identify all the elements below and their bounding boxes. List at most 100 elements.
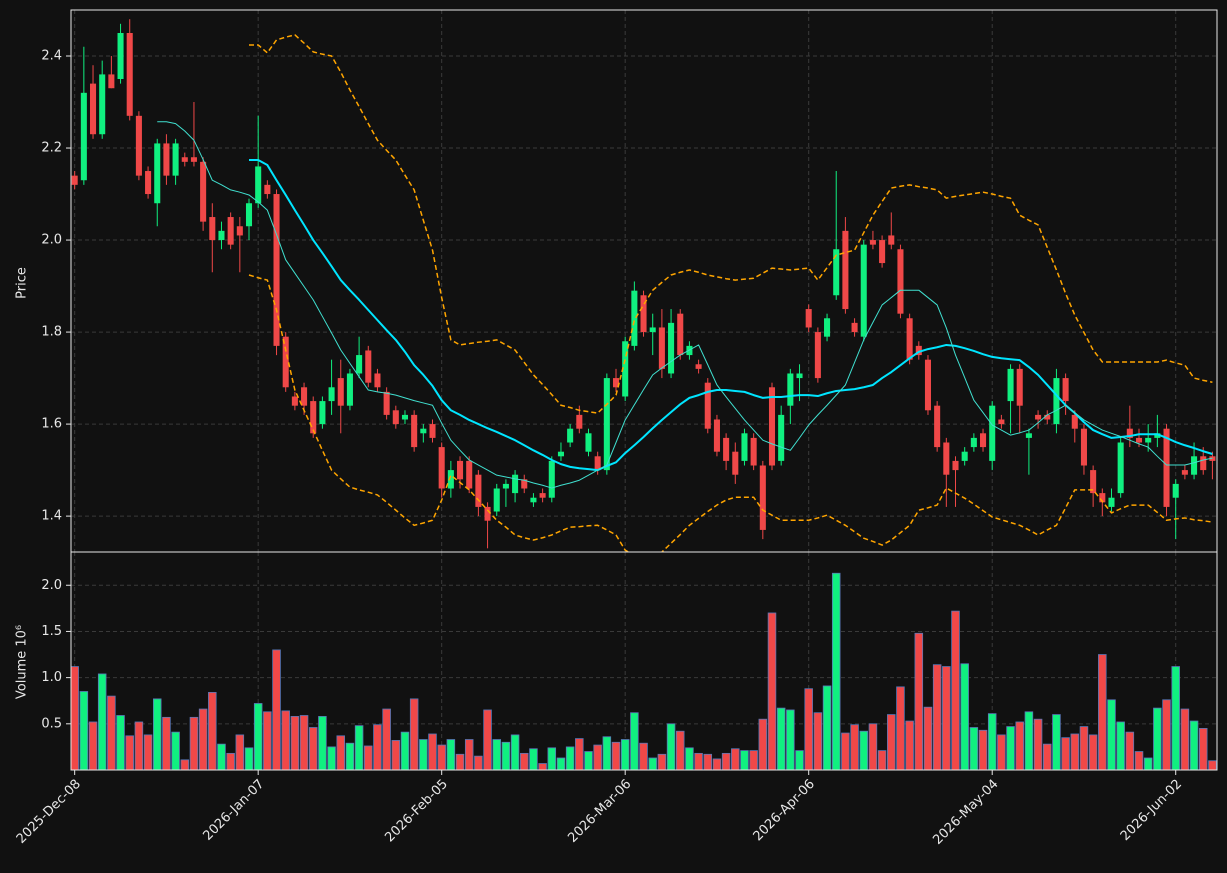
volume-bar [850, 724, 859, 770]
volume-bar [813, 712, 823, 770]
volume-bar [272, 649, 281, 770]
candle-body [401, 414, 409, 420]
candle-body [750, 437, 757, 466]
candle-body [778, 414, 785, 461]
candle-body [658, 327, 665, 369]
candle-body [1099, 493, 1106, 503]
volume-frame [70, 551, 1218, 771]
candle-body [273, 194, 280, 346]
volume-bar [510, 734, 520, 770]
volume-bar [464, 739, 474, 770]
candle-body [502, 483, 509, 489]
volume-bar [354, 725, 364, 770]
candle-body [429, 424, 436, 438]
volume-bar [1134, 751, 1144, 770]
candle-body [447, 470, 454, 489]
volume-bar [868, 723, 878, 770]
volume-bar [1052, 714, 1061, 770]
candle-body [521, 479, 528, 489]
y-tick-label: 1.4 [41, 509, 62, 524]
volume-bar [364, 745, 373, 770]
candle-body [548, 460, 555, 498]
volume-bar [630, 712, 639, 770]
volume-bar [620, 739, 630, 770]
volume-bar [253, 703, 263, 770]
volume-bar [235, 734, 245, 770]
candle-body [1163, 428, 1170, 507]
volume-bar [675, 730, 685, 770]
volume-bar [905, 720, 914, 770]
candle-body [209, 217, 216, 241]
volume-bar [419, 739, 428, 770]
volume-bar [1125, 731, 1135, 770]
volume-bar [841, 732, 850, 770]
volume-bar [71, 666, 79, 770]
volume-bar [978, 729, 988, 770]
candle-body [649, 327, 656, 333]
candle-body [631, 290, 638, 346]
volume-bar [584, 751, 593, 770]
candle-body [255, 166, 262, 204]
volume-bar [180, 759, 190, 770]
candle-body [420, 428, 427, 434]
volume-bar [474, 755, 483, 770]
candle-body [603, 378, 610, 471]
candle-body [135, 115, 142, 176]
candle-body [108, 74, 115, 89]
candle-body [190, 157, 197, 162]
candle-body [1145, 437, 1152, 443]
volume-bar [520, 752, 529, 770]
volume-bar [648, 757, 657, 770]
candle-body [1172, 483, 1179, 498]
candle-body [879, 240, 886, 264]
candle-body [796, 373, 803, 379]
volume-bar [428, 733, 437, 770]
candle-body [704, 382, 711, 429]
candle-body [897, 249, 904, 314]
candle-body [1053, 378, 1060, 425]
volume-bar [987, 713, 997, 770]
candle-body [466, 460, 473, 489]
volume-bar [208, 692, 217, 770]
candle-body [594, 456, 601, 471]
candle-body [218, 230, 225, 241]
volume-bar [162, 716, 171, 770]
candle-body [833, 249, 840, 296]
candle-body [328, 387, 335, 402]
volume-bar [483, 709, 492, 770]
volume-bar [740, 750, 749, 770]
candle-body [530, 497, 537, 503]
candle-body [814, 332, 821, 379]
candle-body [713, 419, 720, 452]
candle-body [512, 474, 519, 494]
volume-bar [1006, 726, 1015, 770]
y-tick-label: 0.5 [41, 716, 62, 731]
y-tick-label: 2.0 [41, 578, 62, 593]
volume-bar [795, 750, 804, 770]
volume-bar [226, 752, 235, 770]
candle-body [1016, 368, 1023, 406]
volume-bar [409, 698, 419, 770]
volume-bar [877, 750, 887, 770]
candle-body [1181, 470, 1188, 475]
candle-body [181, 157, 188, 162]
candle-body [493, 488, 500, 512]
volume-bar [969, 727, 979, 770]
indicator-line [249, 158, 1213, 472]
volume-bar [721, 752, 731, 770]
volume-bar [694, 752, 703, 770]
candle-body [154, 143, 161, 204]
volume-bar [455, 753, 465, 770]
volume-bar [914, 632, 924, 770]
candle-body [539, 493, 546, 498]
candle-body [943, 442, 950, 475]
volume-bar [703, 753, 713, 770]
candle-body [227, 217, 234, 245]
candle-body [860, 244, 867, 337]
y-tick-label: 1.8 [41, 325, 62, 340]
volume-bar [446, 739, 456, 770]
volume-bar [602, 736, 612, 770]
volume-bar [997, 734, 1006, 770]
volume-bar [547, 747, 557, 770]
volume-bar [1015, 721, 1024, 770]
